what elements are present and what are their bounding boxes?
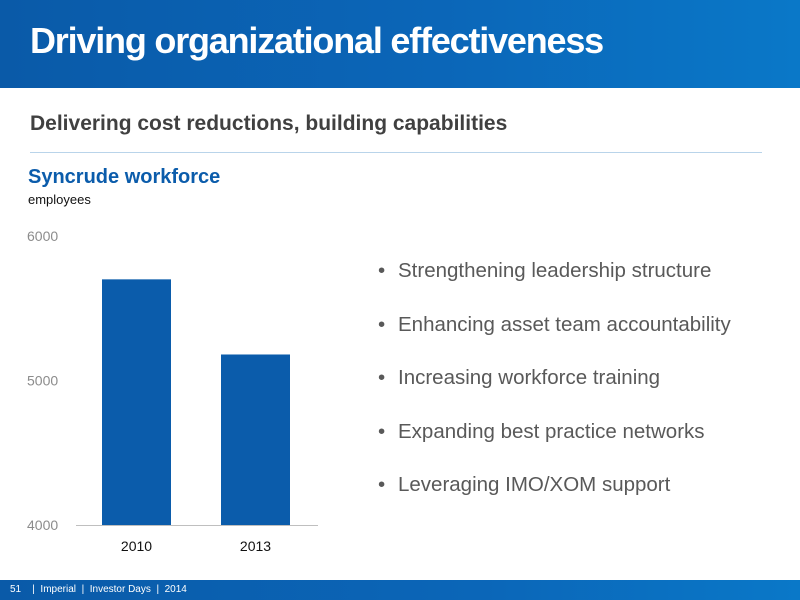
bullet-icon: • bbox=[378, 419, 386, 443]
bullet-item: • Enhancing asset team accountability bbox=[378, 310, 731, 364]
footer-bar: 51 | Imperial | Investor Days | 2014 bbox=[0, 580, 800, 600]
bullet-icon: • bbox=[378, 473, 386, 496]
bullet-text: Increasing workforce training bbox=[398, 366, 661, 389]
x-axis-ticks: 2010 2013 bbox=[121, 538, 271, 554]
bullet-item: • Expanding best practice networks bbox=[378, 417, 731, 471]
footer-separator: | bbox=[32, 584, 35, 595]
footer-separator: | bbox=[81, 584, 85, 595]
footer-year: 2014 bbox=[164, 584, 187, 595]
bullet-icon: • bbox=[378, 312, 386, 336]
footer-separator: | bbox=[156, 584, 160, 595]
footer-page-number: 51 bbox=[10, 584, 22, 595]
x-tick-label: 2010 bbox=[121, 538, 152, 554]
y-tick-label: 5000 bbox=[27, 373, 58, 389]
chart-unit-label: employees bbox=[28, 192, 91, 207]
footer-company: Imperial bbox=[40, 584, 76, 595]
page-title: Driving organizational effectiveness bbox=[30, 20, 604, 61]
header-banner: Driving organizational effectiveness bbox=[0, 0, 800, 88]
divider bbox=[30, 152, 762, 153]
footer-event: Investor Days bbox=[89, 584, 151, 595]
bullet-text: Expanding best practice networks bbox=[398, 419, 705, 443]
bullet-list: • Strengthening leadership structure • Enh… bbox=[378, 256, 731, 524]
bar-chart: 4000 5000 6000 2010 2013 bbox=[27, 228, 318, 554]
x-tick-label: 2013 bbox=[240, 538, 271, 554]
y-axis-ticks: 4000 5000 6000 bbox=[27, 228, 58, 533]
footer-text: 51 | Imperial | Investor Days | 2014 bbox=[10, 584, 187, 595]
bullet-icon: • bbox=[378, 366, 386, 389]
bullet-icon: • bbox=[378, 259, 386, 282]
bullet-item: • Increasing workforce training bbox=[378, 363, 731, 417]
bar-2010 bbox=[102, 279, 171, 525]
bars bbox=[102, 279, 290, 525]
bullet-item: • Leveraging IMO/XOM support bbox=[378, 470, 731, 524]
chart-title: Syncrude workforce bbox=[28, 166, 221, 188]
y-tick-label: 4000 bbox=[27, 517, 58, 533]
bar-2013 bbox=[221, 354, 290, 525]
bullet-text: Strengthening leadership structure bbox=[398, 259, 712, 282]
slide-subtitle: Delivering cost reductions, building cap… bbox=[30, 112, 508, 135]
bullet-text: Enhancing asset team accountability bbox=[398, 312, 731, 336]
bullet-item: • Strengthening leadership structure bbox=[378, 256, 731, 310]
y-tick-label: 6000 bbox=[27, 228, 58, 244]
bullet-text: Leveraging IMO/XOM support bbox=[398, 473, 671, 496]
